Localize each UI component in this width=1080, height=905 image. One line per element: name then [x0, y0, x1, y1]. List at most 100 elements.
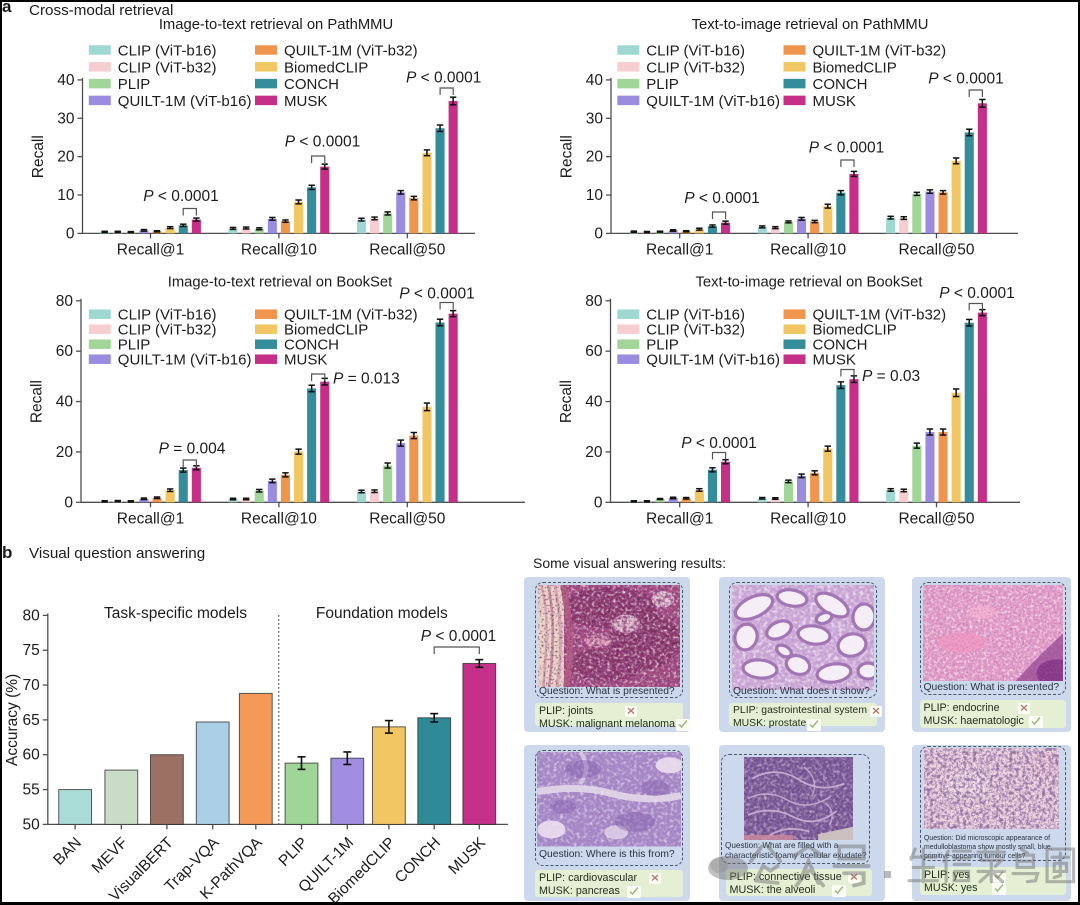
svg-text:MEVF: MEVF [89, 834, 131, 876]
svg-text:Recall@1: Recall@1 [117, 510, 184, 527]
svg-text:MUSK: MUSK [284, 352, 327, 369]
svg-text:0: 0 [594, 225, 603, 242]
svg-text:40: 40 [56, 394, 74, 411]
svg-text:BiomedCLIP: BiomedCLIP [284, 59, 368, 76]
svg-text:Text-to-image retrieval on Boo: Text-to-image retrieval on BookSet [696, 275, 923, 291]
svg-text:Recall@1: Recall@1 [646, 241, 713, 258]
svg-text:CONCH: CONCH [284, 337, 339, 354]
svg-text:70: 70 [23, 677, 41, 694]
svg-text:MUSK: MUSK [813, 352, 856, 369]
svg-text:Image-to-text retrieval on Pat: Image-to-text retrieval on PathMMU [159, 17, 393, 33]
svg-text:Recall: Recall [558, 380, 575, 423]
svg-text:MUSK: MUSK [445, 834, 489, 878]
svg-text:Cross-modal retrieval: Cross-modal retrieval [29, 2, 173, 19]
svg-text:50: 50 [23, 816, 41, 833]
svg-text:CONCH: CONCH [392, 834, 444, 886]
svg-text:P < 0.0001: P < 0.0001 [285, 134, 360, 151]
svg-text:80: 80 [23, 607, 41, 624]
svg-text:CLIP (ViT-b32): CLIP (ViT-b32) [118, 322, 217, 339]
svg-text:PLIP: PLIP [118, 337, 151, 354]
svg-text:P = 0.004: P = 0.004 [159, 441, 226, 458]
svg-text:Recall@10: Recall@10 [770, 241, 846, 258]
svg-text:QUILT-1M (ViT-b16): QUILT-1M (ViT-b16) [646, 352, 780, 369]
svg-text:P < 0.0001: P < 0.0001 [421, 628, 496, 645]
svg-text:Recall@1: Recall@1 [646, 510, 713, 527]
svg-text:P < 0.0001: P < 0.0001 [939, 285, 1014, 302]
svg-text:P < 0.0001: P < 0.0001 [406, 70, 481, 87]
svg-text:Visual question answering: Visual question answering [29, 545, 205, 562]
svg-text:CLIP (ViT-b32): CLIP (ViT-b32) [118, 59, 217, 76]
svg-text:BiomedCLIP: BiomedCLIP [284, 322, 368, 339]
svg-text:40: 40 [585, 394, 603, 411]
svg-text:Recall: Recall [29, 380, 46, 423]
svg-text:MUSK: MUSK [284, 93, 327, 110]
svg-text:b: b [2, 543, 12, 562]
svg-text:QUILT-1M (ViT-b16): QUILT-1M (ViT-b16) [118, 93, 252, 110]
svg-text:PLIP: PLIP [118, 76, 151, 93]
svg-text:0: 0 [64, 494, 73, 511]
svg-text:Recall@10: Recall@10 [241, 241, 317, 258]
svg-text:P < 0.0001: P < 0.0001 [684, 190, 759, 207]
svg-text:PLIP: PLIP [646, 337, 679, 354]
svg-text:QUILT-1M (ViT-b32): QUILT-1M (ViT-b32) [813, 307, 947, 324]
svg-text:40: 40 [57, 72, 75, 89]
svg-text:55: 55 [23, 782, 40, 799]
svg-text:Recall: Recall [30, 135, 47, 178]
svg-text:P = 0.03: P = 0.03 [862, 368, 920, 385]
svg-text:Accuracy (%): Accuracy (%) [4, 674, 21, 766]
svg-text:20: 20 [56, 444, 74, 461]
svg-text:P < 0.0001: P < 0.0001 [399, 286, 474, 303]
svg-text:Foundation models: Foundation models [316, 605, 448, 622]
svg-text:80: 80 [56, 293, 74, 310]
svg-text:QUILT-1M (ViT-b16): QUILT-1M (ViT-b16) [646, 93, 780, 110]
svg-text:75: 75 [23, 642, 40, 659]
svg-text:MUSK: MUSK [813, 93, 856, 110]
svg-text:CLIP (ViT-b16): CLIP (ViT-b16) [646, 43, 745, 60]
svg-text:Task-specific models: Task-specific models [104, 605, 247, 622]
svg-text:60: 60 [23, 747, 41, 764]
svg-text:P < 0.0001: P < 0.0001 [681, 435, 756, 452]
svg-text:10: 10 [57, 187, 75, 204]
svg-text:BiomedCLIP: BiomedCLIP [813, 59, 897, 76]
svg-text:CONCH: CONCH [813, 337, 868, 354]
svg-text:QUILT-1M (ViT-b32): QUILT-1M (ViT-b32) [284, 43, 418, 60]
svg-text:Text-to-image retrieval on Pat: Text-to-image retrieval on PathMMU [692, 17, 929, 33]
svg-text:Recall@50: Recall@50 [369, 241, 445, 258]
svg-text:Recall@10: Recall@10 [241, 510, 317, 527]
svg-text:QUILT-1M (ViT-b32): QUILT-1M (ViT-b32) [813, 43, 947, 60]
svg-text:30: 30 [586, 110, 604, 127]
svg-text:80: 80 [585, 293, 603, 310]
svg-text:CLIP (ViT-b16): CLIP (ViT-b16) [118, 43, 217, 60]
svg-text:P = 0.013: P = 0.013 [333, 371, 400, 388]
svg-text:Recall@50: Recall@50 [898, 510, 974, 527]
svg-text:CLIP (ViT-b32): CLIP (ViT-b32) [646, 59, 745, 76]
svg-text:0: 0 [66, 225, 75, 242]
svg-text:BAN: BAN [50, 834, 85, 869]
svg-text:40: 40 [586, 72, 604, 89]
svg-text:30: 30 [57, 110, 75, 127]
svg-text:CONCH: CONCH [813, 76, 868, 93]
svg-text:CLIP (ViT-b16): CLIP (ViT-b16) [646, 307, 745, 324]
svg-text:Recall@10: Recall@10 [770, 510, 846, 527]
svg-text:CLIP (ViT-b32): CLIP (ViT-b32) [646, 322, 745, 339]
svg-text:PLIP: PLIP [276, 834, 312, 870]
svg-text:CONCH: CONCH [284, 76, 339, 93]
svg-text:65: 65 [23, 712, 40, 729]
svg-text:CLIP (ViT-b16): CLIP (ViT-b16) [118, 307, 217, 324]
svg-text:Some visual answering results:: Some visual answering results: [533, 555, 726, 571]
svg-text:10: 10 [586, 187, 604, 204]
svg-text:20: 20 [586, 149, 604, 166]
svg-text:Image-to-text retrieval on Boo: Image-to-text retrieval on BookSet [168, 275, 393, 291]
svg-text:20: 20 [585, 444, 603, 461]
svg-text:QUILT-1M (ViT-b16): QUILT-1M (ViT-b16) [118, 352, 252, 369]
svg-text:BiomedCLIP: BiomedCLIP [813, 322, 897, 339]
svg-text:P < 0.0001: P < 0.0001 [809, 140, 884, 157]
svg-text:Recall@50: Recall@50 [898, 241, 974, 258]
svg-text:Recall@1: Recall@1 [117, 241, 184, 258]
svg-text:0: 0 [594, 494, 603, 511]
svg-text:60: 60 [585, 343, 603, 360]
svg-text:P < 0.0001: P < 0.0001 [928, 71, 1003, 88]
svg-text:P < 0.0001: P < 0.0001 [143, 188, 218, 205]
svg-text:PLIP: PLIP [646, 76, 679, 93]
svg-text:a: a [2, 0, 12, 16]
